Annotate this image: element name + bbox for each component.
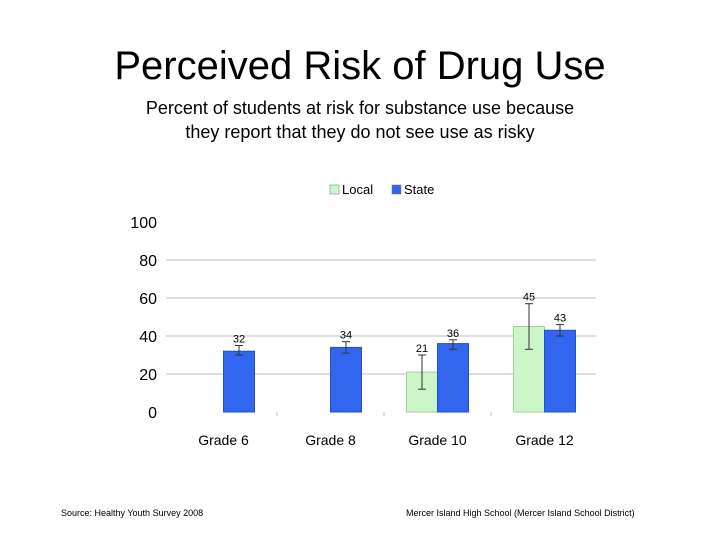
y-tick-label: 0 bbox=[148, 405, 157, 422]
x-tick-label: Grade 12 bbox=[515, 432, 574, 448]
legend-swatch-state bbox=[391, 184, 402, 195]
legend-label-state: State bbox=[404, 182, 434, 197]
subtitle-line-2: they report that they do not see use as … bbox=[185, 122, 535, 142]
y-tick-label: 60 bbox=[139, 291, 157, 308]
data-label: 34 bbox=[340, 330, 352, 342]
y-tick-label: 80 bbox=[139, 253, 157, 270]
x-tick-label: Grade 6 bbox=[198, 432, 249, 448]
data-label: 21 bbox=[416, 343, 428, 355]
y-tick-label: 20 bbox=[139, 367, 157, 384]
bar-state bbox=[544, 329, 576, 413]
data-label: 36 bbox=[447, 328, 459, 340]
legend-swatch-local bbox=[329, 184, 340, 195]
legend-label-local: Local bbox=[342, 182, 373, 197]
bar-state bbox=[437, 343, 469, 413]
bar-state bbox=[330, 346, 362, 413]
x-tick-label: Grade 10 bbox=[408, 432, 467, 448]
data-label: 45 bbox=[523, 292, 535, 304]
credit-note: Mercer Island High School (Mercer Island… bbox=[406, 508, 635, 518]
subtitle-line-1: Percent of students at risk for substanc… bbox=[145, 98, 575, 118]
y-tick-label: 40 bbox=[139, 329, 157, 346]
data-label: 32 bbox=[233, 334, 245, 346]
data-label: 43 bbox=[554, 313, 566, 325]
source-note: Source: Healthy Youth Survey 2008 bbox=[61, 508, 204, 518]
bar-state bbox=[223, 350, 255, 413]
y-tick-label: 100 bbox=[130, 215, 157, 232]
chart-subtitle: Percent of students at risk for substanc… bbox=[110, 96, 610, 144]
x-tick-label: Grade 8 bbox=[305, 432, 356, 448]
chart-title: Perceived Risk of Drug Use bbox=[114, 44, 606, 88]
